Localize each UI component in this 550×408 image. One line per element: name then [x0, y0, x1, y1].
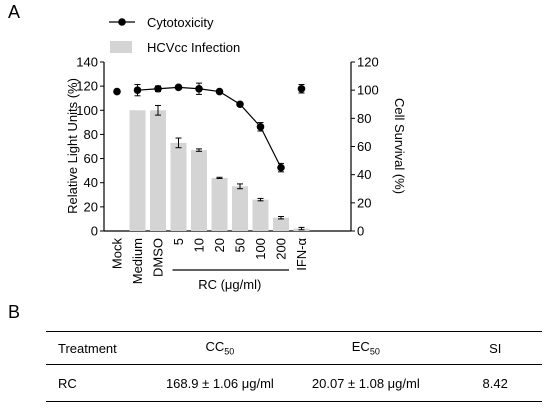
left-tick-label: 80 — [84, 127, 98, 142]
legend-marker-swatch — [118, 18, 126, 26]
header-ec50-sub: 50 — [369, 346, 380, 357]
x-tick-label: Medium — [130, 238, 145, 284]
right-tick-label: 100 — [357, 83, 379, 98]
left-tick-label: 140 — [76, 55, 98, 70]
legend-bar-swatch — [110, 41, 132, 53]
header-ec50: EC50 — [283, 331, 449, 365]
left-tick-label: 100 — [76, 103, 98, 118]
header-cc50: CC50 — [156, 331, 284, 365]
bar — [273, 217, 289, 231]
left-tick-label: 20 — [84, 199, 98, 214]
right-tick-label: 120 — [357, 55, 379, 70]
left-axis-title: Relative Light Units (%) — [65, 78, 80, 214]
data-point — [215, 87, 224, 96]
cell-ec50: 20.07 ± 1.08 μg/ml — [283, 364, 449, 402]
right-axis-title: Cell Survival (%) — [392, 98, 407, 194]
panel-a-label: A — [8, 2, 21, 22]
data-point — [154, 84, 162, 93]
cell-si: 8.42 — [448, 364, 542, 402]
group-label: RC (μg/ml) — [198, 277, 261, 292]
header-cc50-sub: 50 — [224, 346, 235, 357]
data-point — [256, 122, 265, 131]
data-point — [113, 87, 121, 96]
x-tick-label: 100 — [253, 238, 268, 260]
table-header-row: Treatment CC50 EC50 SI — [46, 331, 542, 365]
bar — [129, 110, 146, 231]
bar — [232, 186, 248, 231]
header-ec50-main: EC — [351, 339, 370, 355]
left-tick-label: 60 — [84, 151, 98, 166]
results-table: Treatment CC50 EC50 SI RC 168.9 ± 1.06 μ… — [46, 331, 542, 402]
bar — [170, 142, 187, 231]
x-tick-label: Mock — [110, 238, 125, 270]
data-point — [174, 83, 183, 92]
right-tick-label: 60 — [357, 139, 371, 154]
x-tick-label: IFN-α — [294, 238, 309, 271]
header-si: SI — [448, 331, 542, 365]
x-tick-label: 20 — [212, 238, 227, 252]
panel-b-label: B — [8, 302, 21, 322]
right-tick-label: 0 — [357, 224, 364, 239]
bar — [252, 199, 269, 231]
x-tick-label: 200 — [274, 238, 289, 260]
data-point — [195, 84, 203, 93]
data-point — [297, 84, 306, 93]
cell-cc50: 168.9 ± 1.06 μg/ml — [156, 364, 284, 402]
left-tick-label: 120 — [76, 79, 98, 94]
combo-chart: 020406080100120140020406080100120Relativ… — [65, 15, 407, 292]
x-tick-label: 5 — [171, 238, 186, 245]
right-tick-label: 80 — [357, 111, 371, 126]
left-tick-label: 40 — [84, 175, 98, 190]
right-tick-label: 20 — [357, 195, 371, 210]
table-row: RC 168.9 ± 1.06 μg/ml 20.07 ± 1.08 μg/ml… — [46, 364, 542, 402]
data-point — [277, 163, 285, 172]
bar — [150, 110, 166, 231]
x-tick-label: 50 — [233, 238, 248, 252]
data-point — [236, 100, 244, 109]
right-tick-label: 40 — [357, 167, 371, 182]
bar — [211, 177, 228, 231]
header-treatment: Treatment — [46, 331, 157, 365]
x-tick-label: DMSO — [151, 238, 166, 277]
bar — [191, 150, 207, 231]
left-tick-label: 0 — [91, 224, 98, 239]
legend-label-cytotoxicity: Cytotoxicity — [147, 15, 214, 30]
cell-treatment: RC — [46, 364, 157, 402]
legend-label-hcvcc: HCVcc Infection — [147, 40, 240, 55]
data-point — [133, 86, 142, 94]
header-cc50-main: CC — [205, 339, 225, 355]
x-tick-label: 10 — [192, 238, 207, 252]
